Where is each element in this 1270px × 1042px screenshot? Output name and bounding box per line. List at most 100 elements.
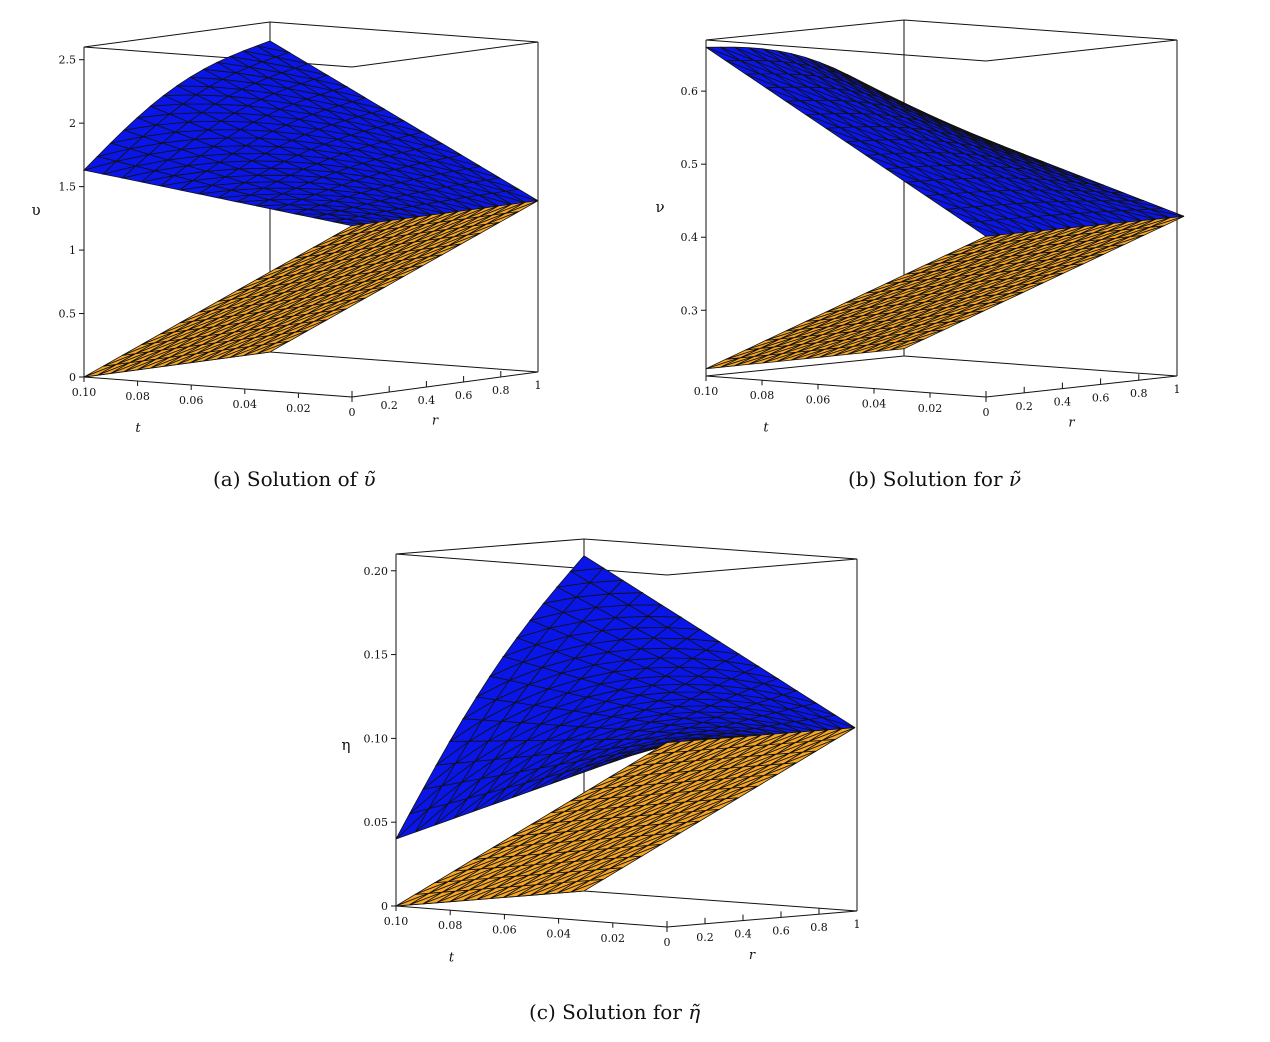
surface-cell	[440, 225, 474, 239]
surface-cell	[421, 159, 455, 172]
surface-cell	[162, 85, 197, 96]
surface-cell	[579, 713, 613, 728]
surface-cell	[425, 211, 459, 225]
surface-cell	[1002, 238, 1037, 250]
surface-cell	[415, 245, 449, 259]
surface-cell	[1101, 200, 1136, 211]
surface-cell	[938, 131, 974, 147]
surface-cell	[674, 739, 708, 753]
surface-cell	[540, 707, 575, 725]
surface-cell	[371, 275, 405, 290]
caption-b-prefix: (b) Solution for	[848, 467, 1009, 491]
t-tick-label: 0.08	[438, 919, 463, 932]
surface-cell	[297, 113, 332, 126]
surface-cell	[473, 787, 507, 812]
surface-cell	[400, 179, 434, 190]
surface-cell	[854, 126, 889, 141]
surface-cell	[962, 257, 997, 269]
surface-cell	[128, 136, 163, 150]
surface-cell	[473, 846, 507, 860]
surface-cell	[768, 694, 804, 707]
z-axis-label: ν	[655, 198, 664, 216]
surface-cell	[629, 738, 663, 748]
surface-cell	[243, 342, 277, 356]
surface-cell	[888, 286, 923, 299]
surface-cell	[1121, 209, 1156, 220]
surface-cell	[110, 360, 144, 374]
surface-cell	[343, 149, 377, 160]
surface-cell	[675, 759, 710, 773]
surface-cell	[225, 295, 259, 309]
surface-cell	[380, 197, 413, 207]
t-tick-label: 0.02	[286, 402, 311, 415]
surface-cell	[186, 317, 220, 331]
surface-cell	[592, 701, 626, 715]
surface-cell	[419, 189, 453, 200]
surface-cell	[1035, 264, 1071, 277]
box-top-face	[705, 19, 1178, 62]
surface-cell	[1002, 203, 1037, 217]
surface-cell	[204, 161, 239, 172]
surface-cell	[436, 889, 470, 904]
surface-cell	[331, 281, 365, 295]
surface-cell	[588, 567, 624, 583]
surface-cell	[571, 739, 605, 753]
surface-cell	[845, 140, 881, 155]
surface-cell	[808, 324, 843, 337]
surface-cell	[507, 722, 543, 742]
surface-cell	[154, 329, 188, 344]
surface-cell	[635, 762, 669, 776]
surface-cell	[240, 310, 273, 324]
surface-cell	[449, 718, 484, 742]
surface-cell	[974, 205, 1009, 220]
surface-cell	[412, 203, 446, 214]
surface-cell	[762, 742, 796, 756]
surface-cell	[346, 215, 379, 223]
t-tick-label: 0	[349, 406, 356, 419]
surface-cell	[838, 73, 874, 91]
surface-cell	[486, 177, 520, 190]
surface-cell	[160, 175, 194, 187]
surface-cell	[528, 862, 562, 876]
surface-cell	[97, 362, 130, 376]
surface-cell	[215, 55, 250, 68]
surface-cell	[1024, 189, 1060, 202]
surface-cell	[559, 829, 593, 843]
surface-cell	[228, 50, 263, 63]
surface-cell	[352, 286, 386, 301]
z-tick-label: 0.05	[364, 816, 389, 829]
surface-cell	[705, 357, 741, 370]
surface-cell	[617, 794, 652, 808]
surface-cell	[979, 219, 1015, 234]
surface-cell	[467, 856, 501, 871]
surface-cell	[734, 46, 769, 62]
surface-cell	[704, 641, 740, 655]
surface-cell	[293, 302, 327, 317]
surface-cell	[343, 263, 377, 277]
surface-cell	[413, 229, 447, 243]
surface-cell	[748, 715, 783, 725]
t-tick-label: 0.10	[384, 915, 409, 928]
surface-cell	[711, 786, 746, 801]
surface-cell	[261, 56, 296, 69]
surface-cell	[250, 187, 284, 196]
surface-cell	[745, 73, 781, 88]
surface-cell	[467, 166, 500, 179]
surface-cell	[724, 653, 759, 667]
surface-cell	[1081, 190, 1116, 202]
surface-cell	[739, 346, 775, 359]
surface-cell	[200, 103, 235, 114]
surface-cell	[1081, 237, 1116, 250]
r-tick-label: 1	[854, 918, 861, 931]
surface-cell	[389, 152, 422, 164]
surface-cell	[337, 272, 371, 286]
surface-cell	[492, 834, 526, 848]
surface-cell	[833, 344, 868, 357]
surface-cell	[754, 345, 789, 357]
surface-cell	[875, 340, 911, 352]
surface-cell	[878, 317, 914, 330]
surface-cell	[928, 165, 963, 179]
surface-cell	[257, 283, 291, 297]
surface-cell	[532, 831, 567, 845]
surface-cell	[696, 705, 730, 713]
